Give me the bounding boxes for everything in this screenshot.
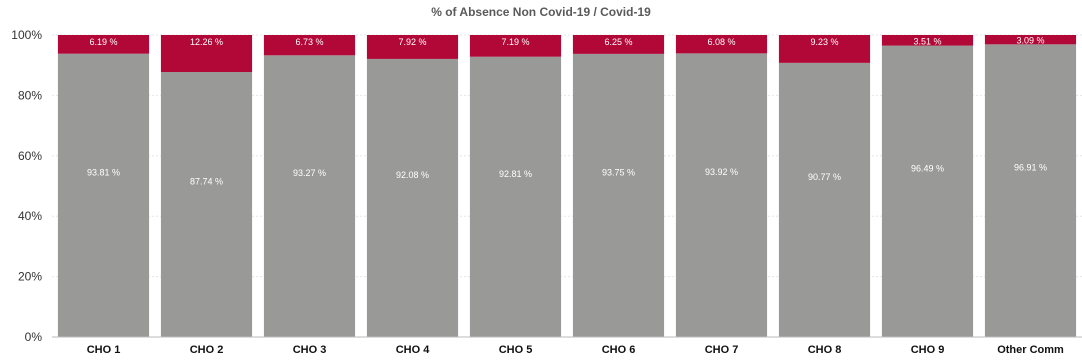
data-label: 93.27 % — [293, 168, 326, 178]
x-axis: CHO 1 CHO 2 CHO 3 CHO 4 CHO 5 CHO 6 CHO 7 CHO 8… — [52, 336, 1082, 356]
bar-segment — [469, 56, 562, 337]
y-tick-label: 0% — [25, 330, 43, 344]
y-tick-label: 80% — [18, 88, 42, 102]
y-tick-label: 60% — [18, 149, 42, 163]
bar-segment — [366, 35, 459, 59]
y-tick-label: 100% — [11, 28, 42, 42]
x-tick-label: CHO 6 — [602, 344, 636, 356]
y-axis: 0% 20% 40% 60% 80% 100% — [11, 28, 42, 344]
bars: 93.81 % 6.19 % 87.74 % 12.26 % 93.27 % 6.73 %… — [57, 35, 1077, 338]
x-tick-label: CHO 8 — [808, 344, 842, 356]
data-label: 3.09 % — [1016, 36, 1044, 46]
x-tick-label: CHO 3 — [293, 344, 327, 356]
bar-segment — [778, 35, 871, 63]
bar-segment — [675, 35, 768, 54]
data-label: 3.51 % — [913, 36, 941, 46]
x-tick-label: CHO 5 — [499, 344, 533, 356]
x-tick-label: CHO 2 — [190, 344, 224, 356]
data-label: 96.91 % — [1014, 163, 1047, 173]
bar-segment — [469, 35, 562, 57]
data-label: 90.77 % — [808, 172, 841, 182]
data-label: 87.74 % — [190, 177, 223, 187]
x-tick-label: CHO 1 — [87, 344, 121, 356]
data-label: 6.73 % — [295, 37, 323, 47]
data-label: 92.08 % — [396, 170, 429, 180]
data-label: 93.81 % — [87, 167, 120, 177]
bar-segment — [778, 62, 871, 337]
data-label: 6.25 % — [604, 37, 632, 47]
bar-segment — [57, 35, 150, 54]
bar-segment — [984, 44, 1077, 338]
x-tick-label: CHO 9 — [911, 344, 945, 356]
data-label: 93.92 % — [705, 167, 738, 177]
bar-segment — [160, 35, 253, 73]
data-label: 93.75 % — [602, 167, 635, 177]
bar-segment — [881, 45, 974, 338]
y-tick-label: 40% — [18, 209, 42, 223]
data-label: 6.19 % — [89, 37, 117, 47]
bar-segment — [572, 35, 665, 54]
x-tick-label: Other Comm — [997, 344, 1064, 356]
data-label: 7.19 % — [501, 37, 529, 47]
bar-segment — [366, 58, 459, 338]
bar-segment — [160, 72, 253, 337]
bar-segment — [984, 35, 1077, 45]
data-label: 7.92 % — [398, 37, 426, 47]
bar-segment — [263, 55, 356, 338]
bar-segment — [675, 53, 768, 337]
x-tick-label: CHO 7 — [705, 344, 739, 356]
bar-segment — [881, 35, 974, 46]
bar-segment — [57, 53, 150, 338]
data-label: 6.08 % — [707, 37, 735, 47]
chart-title: % of Absence Non Covid-19 / Covid-19 — [431, 5, 651, 19]
y-tick-label: 20% — [18, 270, 42, 284]
data-label: 12.26 % — [190, 37, 223, 47]
data-label: 96.49 % — [911, 163, 944, 173]
data-label: 92.81 % — [499, 169, 532, 179]
bar-segment — [263, 35, 356, 56]
data-label: 9.23 % — [810, 37, 838, 47]
x-tick-label: CHO 4 — [396, 344, 431, 356]
bar-segment — [572, 53, 665, 337]
